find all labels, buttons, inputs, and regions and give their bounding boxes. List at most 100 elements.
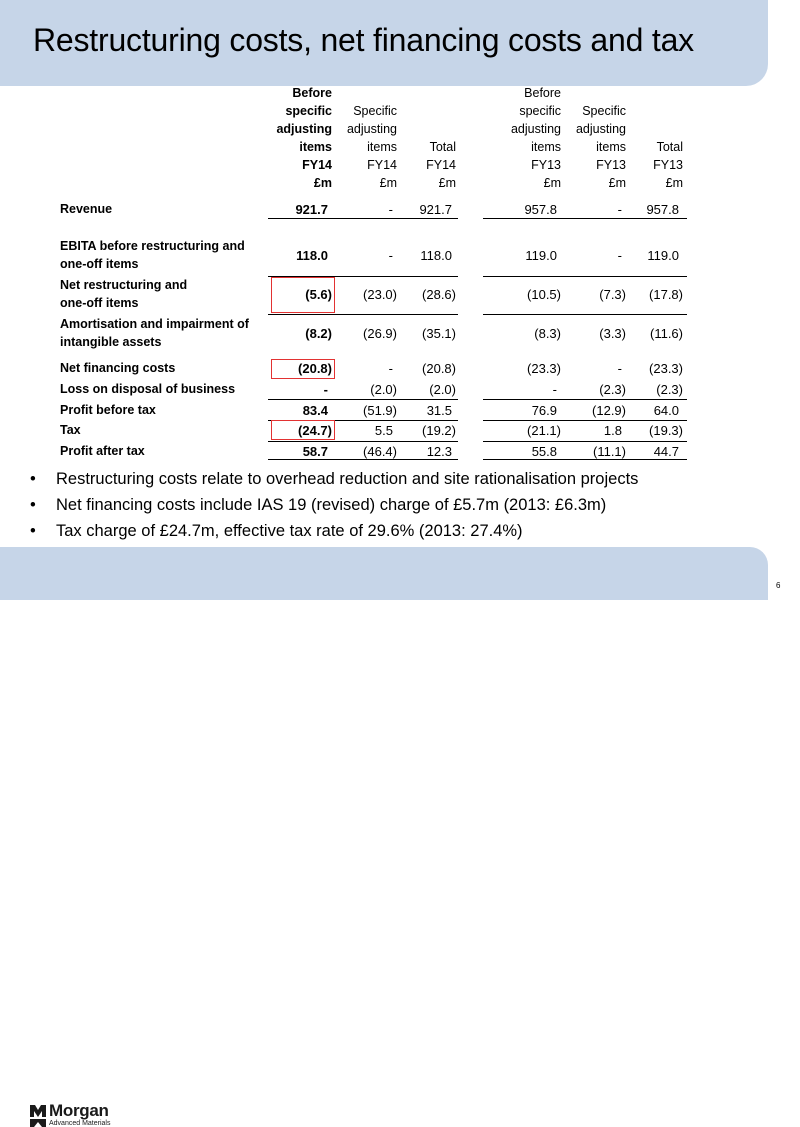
column-header-line: specific [285, 104, 332, 118]
column-header-line: FY14 [367, 158, 397, 172]
page-number: 6 [776, 581, 781, 590]
row-label: Net financing costs [60, 359, 175, 377]
column-header-line: Total [656, 140, 683, 154]
row-divider [483, 314, 687, 315]
table-cell: 31.5 [426, 403, 452, 418]
column-header-line: Specific [353, 104, 397, 118]
table-cell: (26.9) [363, 326, 397, 341]
bullet-item-3: Tax charge of £24.7m, effective tax rate… [30, 518, 638, 544]
table-cell: (24.7) [298, 423, 332, 438]
table-cell: 58.7 [302, 444, 328, 459]
column-header-line: adjusting [276, 122, 332, 136]
table-cell: (17.8) [649, 287, 683, 302]
morgan-logo-icon [30, 1105, 46, 1127]
row-divider [268, 441, 458, 442]
table-cell: 921.7 [419, 202, 452, 217]
table-cell: - [388, 202, 393, 217]
table-cell: (2.3) [599, 382, 626, 397]
column-header-line: adjusting [575, 122, 626, 136]
row-divider [483, 399, 687, 400]
column-header-line: £m [665, 176, 683, 190]
row-divider [483, 218, 687, 219]
highlight-box [271, 359, 335, 379]
row-divider [268, 314, 458, 315]
table-cell: (19.2) [422, 423, 456, 438]
row-divider [268, 399, 458, 400]
table-cell: (23.0) [363, 287, 397, 302]
column-header-line: FY13 [596, 158, 626, 172]
row-divider [483, 459, 687, 460]
table-cell: (11.6) [650, 326, 683, 341]
bullet-item-1: Restructuring costs relate to overhead r… [30, 466, 638, 492]
row-divider [483, 420, 687, 421]
table-cell: (5.6) [305, 287, 332, 302]
column-header-line: items [531, 140, 561, 154]
table-cell: - [388, 361, 393, 376]
column-header-line: items [596, 140, 626, 154]
row-label-line: Revenue [60, 202, 113, 216]
row-label-line: Net restructuring and [60, 278, 188, 292]
row-label-line: intangible assets [60, 335, 162, 349]
table-cell: (10.5) [527, 287, 561, 302]
table-cell: 5.5 [374, 423, 393, 438]
table-cell: (23.3) [527, 361, 561, 376]
row-divider [268, 218, 458, 219]
column-header-line: £m [313, 176, 332, 190]
row-label-line: EBITA before restructuring and [60, 239, 245, 253]
column-header-line: £m [438, 176, 456, 190]
row-label-line: Profit after tax [60, 444, 145, 458]
table-cell: - [617, 361, 622, 376]
table-cell: (20.8) [422, 361, 456, 376]
table-cell: (12.9) [592, 403, 626, 418]
table-cell: - [617, 202, 622, 217]
table-cell: - [388, 248, 393, 263]
table-cell: - [552, 382, 557, 397]
logo-subtitle: Advanced Materials [49, 1120, 111, 1127]
row-divider [268, 420, 458, 421]
column-header-line: FY13 [531, 158, 561, 172]
highlight-box [271, 277, 335, 313]
column-header-line: Before [292, 86, 332, 100]
column-header-line: items [367, 140, 397, 154]
column-header-line: Specific [582, 104, 626, 118]
table-cell: 83.4 [302, 403, 328, 418]
highlight-box [271, 420, 335, 440]
header-band: Restructuring costs, net financing costs… [0, 0, 768, 86]
row-divider [268, 459, 458, 460]
table-cell: - [323, 382, 328, 397]
table-cell: 118.0 [420, 248, 452, 263]
table-cell: (51.9) [363, 403, 397, 418]
table-cell: (46.4) [363, 444, 397, 459]
column-header-line: £m [379, 176, 397, 190]
table-cell: (2.3) [656, 382, 683, 397]
row-divider [483, 276, 687, 277]
bullet-list: Restructuring costs relate to overhead r… [30, 466, 638, 544]
row-label-line: Loss on disposal of business [60, 382, 236, 396]
table-cell: (2.0) [429, 382, 456, 397]
row-label-line: Amortisation and impairment of [60, 317, 249, 331]
table-cell: (35.1) [422, 326, 456, 341]
table-cell: (7.3) [599, 287, 626, 302]
column-header-line: £m [608, 176, 626, 190]
table-cell: (8.2) [305, 326, 332, 341]
table-cell: 921.7 [295, 202, 328, 217]
column-header-line: specific [519, 104, 561, 118]
table-cell: (11.1) [593, 444, 626, 459]
table-cell: (21.1) [527, 423, 561, 438]
page-title: Restructuring costs, net financing costs… [33, 22, 694, 58]
row-divider [268, 276, 458, 277]
row-label-line: one-off items [60, 296, 139, 310]
row-label: Tax [60, 421, 81, 439]
row-label: Loss on disposal of business [60, 380, 235, 398]
footer-band: Morgan Advanced Materials [0, 547, 768, 1127]
row-label: Profit before tax [60, 401, 156, 419]
column-header-line: FY14 [426, 158, 456, 172]
column-header-line: Total [429, 140, 456, 154]
table-cell: (28.6) [422, 287, 456, 302]
table-cell: (8.3) [534, 326, 561, 341]
row-label: Revenue [60, 200, 112, 218]
column-header-line: Before [524, 86, 561, 100]
table-cell: 12.3 [426, 444, 452, 459]
table-cell: 64.0 [653, 403, 679, 418]
table-cell: (2.0) [370, 382, 397, 397]
